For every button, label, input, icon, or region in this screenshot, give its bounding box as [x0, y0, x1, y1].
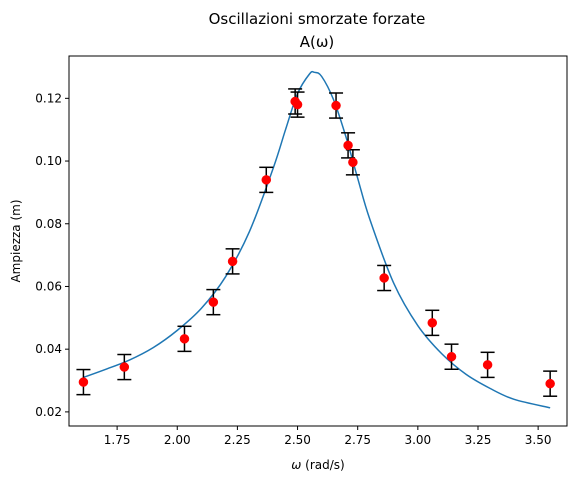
y-tick-label: 0.04 [35, 342, 62, 356]
data-point [292, 99, 303, 110]
plot-area [68, 55, 568, 427]
x-tick-label: 1.75 [104, 433, 131, 447]
x-tick-label: 3.50 [525, 433, 552, 447]
x-axis-ticks: 1.75 2.00 2.25 2.50 2.75 3.00 3.25 3.50 [104, 426, 552, 447]
chart-subtitle: A(ω) [300, 33, 335, 51]
fit-curve-line [83, 70, 551, 409]
y-tick-label: 0.10 [35, 154, 62, 168]
x-tick-label: 3.00 [404, 433, 431, 447]
y-axis-label: Ampiezza (m) [9, 199, 23, 282]
data-point [227, 256, 238, 267]
x-axis-symbol: ω [291, 458, 301, 472]
data-point [331, 100, 341, 111]
data-point [446, 351, 457, 362]
plot-frame [68, 55, 568, 427]
data-point [261, 175, 272, 185]
data-point [343, 140, 353, 151]
chart-title: Oscillazioni smorzate forzate [209, 10, 426, 28]
x-tick-label: 2.00 [164, 433, 191, 447]
data-point [379, 273, 389, 283]
data-point [427, 318, 438, 328]
data-point [208, 297, 219, 307]
x-axis-label: ω (rad/s) [291, 458, 344, 472]
fit-curve-layer [83, 70, 551, 409]
x-tick-label: 3.25 [465, 433, 492, 447]
y-tick-label: 0.08 [35, 217, 62, 231]
x-tick-label: 2.50 [284, 433, 311, 447]
x-axis-unit: (rad/s) [301, 458, 344, 472]
data-point [482, 360, 493, 370]
y-tick-label: 0.02 [35, 405, 62, 419]
data-point [545, 378, 555, 389]
y-tick-label: 0.12 [35, 91, 62, 105]
x-tick-label: 2.25 [224, 433, 251, 447]
x-tick-label: 2.75 [344, 433, 371, 447]
y-axis-ticks: 0.02 0.04 0.06 0.08 0.10 0.12 [35, 91, 69, 419]
data-point [179, 334, 190, 344]
y-tick-label: 0.06 [35, 279, 62, 293]
data-points-layer [78, 96, 555, 389]
data-point [119, 362, 130, 372]
data-point [78, 377, 89, 387]
data-point [348, 157, 358, 168]
